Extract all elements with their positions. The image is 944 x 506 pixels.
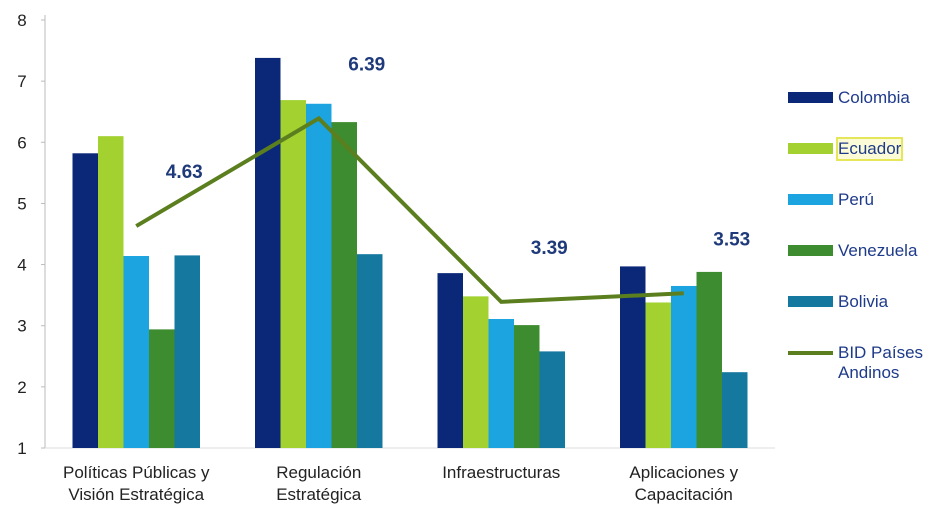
bar xyxy=(539,351,565,448)
legend-item: Ecuador xyxy=(788,137,938,190)
line xyxy=(135,115,684,304)
legend-label: Bolivia xyxy=(838,292,889,311)
legend-swatch xyxy=(788,351,833,355)
data-label: 4.63 xyxy=(166,162,203,183)
y-tick-label: 6 xyxy=(17,133,26,152)
x-tick-label-line: Estratégica xyxy=(276,485,362,504)
bar xyxy=(514,325,540,448)
bar xyxy=(72,153,98,448)
legend-label: BID Países Andinos xyxy=(838,343,924,382)
bar xyxy=(671,285,697,448)
y-tick-label: 1 xyxy=(17,439,26,458)
data-label: 3.53 xyxy=(713,229,750,250)
bar xyxy=(488,318,514,448)
legend-label: Ecuador xyxy=(835,137,904,161)
y-tick-label: 5 xyxy=(17,194,26,213)
bar xyxy=(696,271,722,448)
bar xyxy=(722,372,748,448)
y-tick-label: 2 xyxy=(17,378,26,397)
bar xyxy=(306,103,332,448)
x-tick-label-line: Aplicaciones y xyxy=(629,463,738,482)
legend-swatch xyxy=(788,245,833,256)
legend-label: Venezuela xyxy=(838,241,918,260)
x-tick-label-line: Infraestructuras xyxy=(442,463,560,482)
data-label: 3.39 xyxy=(531,238,568,259)
bar xyxy=(437,273,463,448)
bar xyxy=(123,256,149,448)
legend-label: Colombia xyxy=(838,88,910,107)
bar xyxy=(280,100,306,449)
y-tick-label: 3 xyxy=(17,317,26,336)
bar xyxy=(645,302,671,448)
legend-item: Colombia xyxy=(788,88,938,139)
legend-label: Perú xyxy=(838,190,874,209)
legend: Colombia Ecuador Perú Venezuela Bolivia BID P… xyxy=(788,88,938,394)
legend-swatch xyxy=(788,296,833,307)
x-tick-label: Infraestructuras xyxy=(442,463,560,482)
y-tick-label: 4 xyxy=(17,256,26,275)
bar xyxy=(255,57,281,449)
bar xyxy=(149,329,175,448)
x-tick-label: Políticas Públicas y Visión Estratégica xyxy=(63,463,210,504)
legend-item: Perú xyxy=(788,190,938,241)
bar xyxy=(331,122,357,448)
legend-item: BID Países Andinos xyxy=(788,343,938,394)
y-tick-label: 7 xyxy=(17,72,26,91)
x-tick-label-line: Políticas Públicas y xyxy=(63,463,210,482)
bar xyxy=(357,254,383,448)
legend-swatch xyxy=(788,92,833,103)
legend-item: Bolivia xyxy=(788,292,938,343)
x-tick-label-line: Capacitación xyxy=(635,485,733,504)
y-tick-label: 8 xyxy=(17,11,26,30)
legend-item: Venezuela xyxy=(788,241,938,292)
legend-swatch xyxy=(788,194,833,205)
x-tick-label-line: Visión Estratégica xyxy=(68,485,204,504)
x-tick-label-line: Regulación xyxy=(276,463,361,482)
legend-swatch xyxy=(788,143,833,154)
data-label: 6.39 xyxy=(348,54,385,75)
x-tick-label: Aplicaciones y Capacitación xyxy=(629,463,738,504)
bar xyxy=(174,255,200,448)
bar xyxy=(98,136,124,448)
x-tick-label: Regulación Estratégica xyxy=(276,463,362,504)
bar xyxy=(463,296,489,448)
